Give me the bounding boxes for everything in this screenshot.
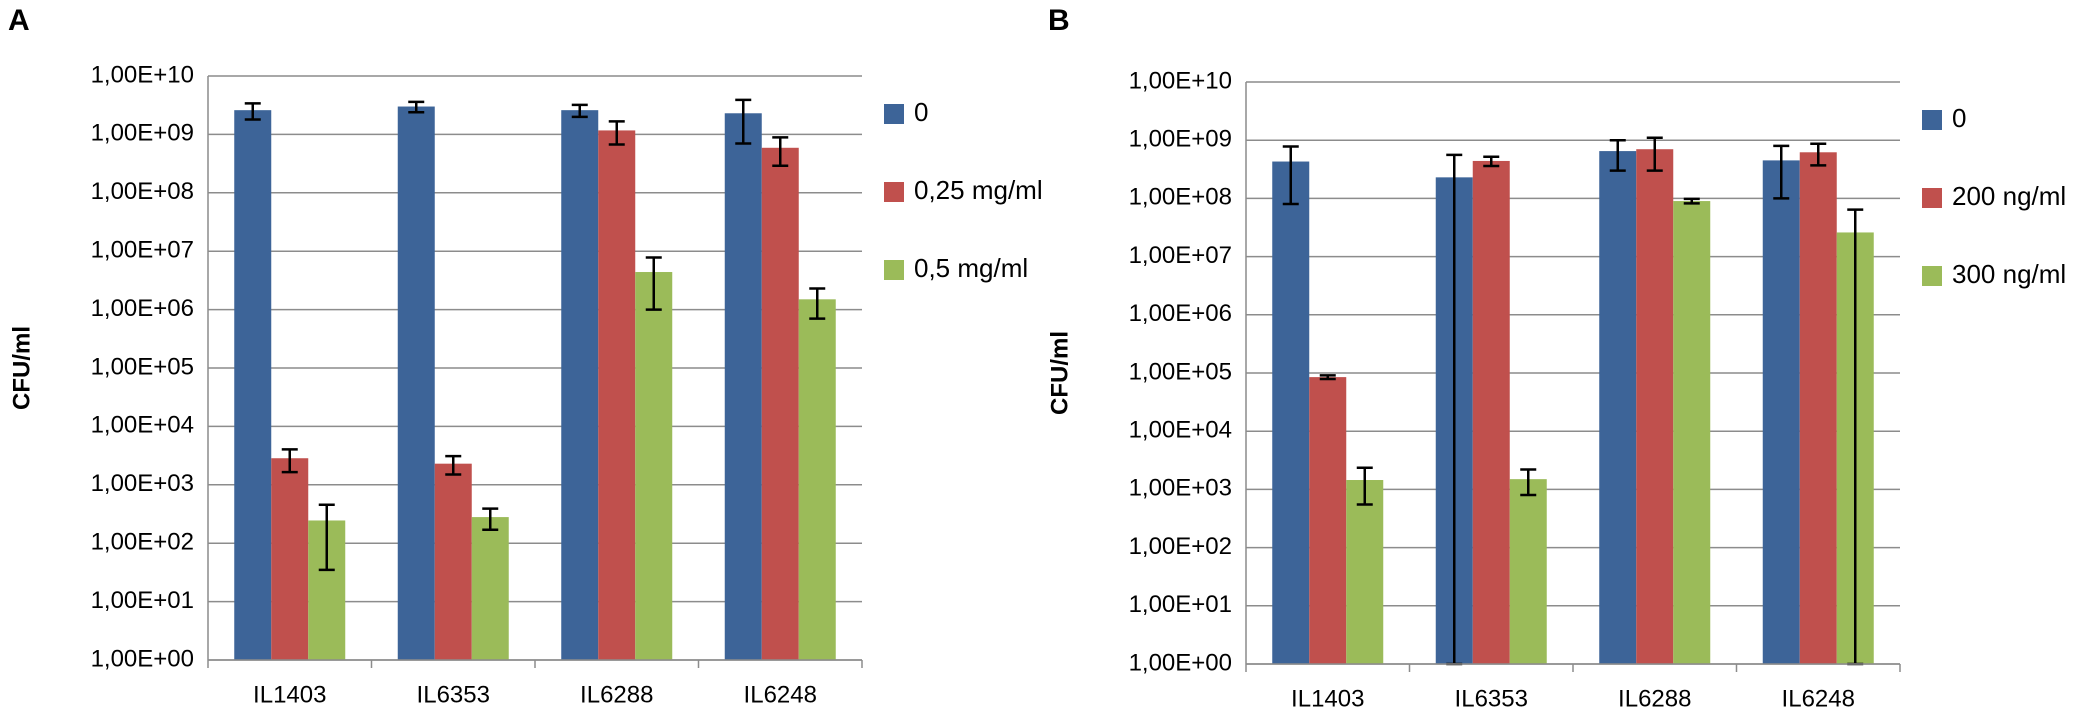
y-tick-label: 1,00E+02 bbox=[1129, 533, 1232, 560]
y-tick-label: 1,00E+10 bbox=[91, 61, 194, 88]
bar bbox=[434, 463, 472, 660]
y-tick-label: 1,00E+00 bbox=[91, 645, 194, 672]
error-bar bbox=[318, 503, 335, 572]
y-axis-label: CFU/ml bbox=[8, 326, 35, 410]
error-bar bbox=[809, 287, 826, 320]
bar bbox=[1346, 480, 1384, 664]
y-tick-label: 1,00E+02 bbox=[91, 529, 194, 556]
y-tick-label: 1,00E+01 bbox=[1129, 591, 1232, 618]
error-bar bbox=[281, 448, 298, 474]
bar bbox=[1472, 160, 1510, 664]
legend-label: 0 bbox=[1952, 103, 1966, 133]
bar bbox=[234, 110, 272, 661]
error-bar bbox=[571, 103, 588, 119]
legend-label: 300 ng/ml bbox=[1952, 259, 2066, 289]
y-tick-label: 1,00E+09 bbox=[91, 120, 194, 147]
panel-label: A bbox=[8, 4, 30, 37]
error-bar bbox=[1483, 155, 1500, 168]
y-tick-label: 1,00E+04 bbox=[1129, 417, 1232, 444]
legend-label: 0,25 mg/ml bbox=[914, 175, 1043, 205]
y-tick-label: 1,00E+06 bbox=[91, 295, 194, 322]
y-tick-label: 1,00E+00 bbox=[1129, 649, 1232, 676]
error-bar bbox=[1520, 468, 1537, 497]
bar bbox=[1509, 479, 1547, 664]
x-tick-label: IL1403 bbox=[253, 681, 326, 708]
legend-label: 0,5 mg/ml bbox=[914, 253, 1028, 283]
bar bbox=[1272, 161, 1310, 664]
error-bar bbox=[1683, 197, 1700, 205]
legend-swatch bbox=[1922, 266, 1942, 286]
x-tick-label: IL6248 bbox=[1782, 685, 1855, 712]
bar bbox=[1762, 160, 1800, 664]
error-bar bbox=[645, 256, 662, 311]
y-tick-label: 1,00E+03 bbox=[91, 470, 194, 497]
bar bbox=[1799, 152, 1837, 664]
bar bbox=[635, 272, 673, 660]
x-tick-label: IL6353 bbox=[1455, 685, 1528, 712]
y-tick-label: 1,00E+05 bbox=[1129, 358, 1232, 385]
error-bar bbox=[735, 98, 752, 145]
error-bar bbox=[244, 102, 261, 121]
x-tick-label: IL6248 bbox=[744, 681, 817, 708]
error-bar bbox=[445, 454, 462, 476]
panel-label: B bbox=[1048, 4, 1070, 37]
y-tick-label: 1,00E+05 bbox=[91, 353, 194, 380]
y-tick-label: 1,00E+04 bbox=[91, 412, 194, 439]
legend-swatch bbox=[884, 104, 904, 124]
error-bar bbox=[408, 100, 425, 114]
bar bbox=[761, 147, 799, 661]
error-bar bbox=[1319, 374, 1336, 381]
y-tick-label: 1,00E+10 bbox=[1129, 67, 1232, 94]
x-tick-label: IL6353 bbox=[417, 681, 490, 708]
x-tick-label: IL1403 bbox=[1291, 685, 1364, 712]
error-bar bbox=[1356, 466, 1373, 506]
bar bbox=[1673, 201, 1711, 664]
legend-swatch bbox=[1922, 110, 1942, 130]
bar bbox=[397, 106, 435, 660]
legend-swatch bbox=[884, 260, 904, 280]
x-tick-label: IL6288 bbox=[1618, 685, 1691, 712]
error-bar bbox=[1810, 142, 1827, 167]
legend-label: 200 ng/ml bbox=[1952, 181, 2066, 211]
bar bbox=[561, 110, 599, 661]
y-axis-label: CFU/ml bbox=[1046, 331, 1073, 415]
error-bar bbox=[1646, 136, 1663, 172]
error-bar bbox=[772, 136, 789, 168]
y-tick-label: 1,00E+08 bbox=[1129, 184, 1232, 211]
bar bbox=[598, 130, 636, 660]
bar bbox=[1309, 377, 1347, 664]
y-tick-label: 1,00E+06 bbox=[1129, 300, 1232, 327]
legend-label: 0 bbox=[914, 97, 928, 127]
error-bar bbox=[1609, 138, 1626, 172]
bar bbox=[724, 113, 762, 661]
bar bbox=[471, 517, 509, 660]
error-bar bbox=[1773, 144, 1790, 200]
y-tick-label: 1,00E+01 bbox=[91, 587, 194, 614]
y-tick-label: 1,00E+03 bbox=[1129, 475, 1232, 502]
legend-swatch bbox=[1922, 188, 1942, 208]
x-tick-label: IL6288 bbox=[580, 681, 653, 708]
bar bbox=[798, 299, 836, 660]
error-bar bbox=[1282, 145, 1299, 206]
bar bbox=[271, 458, 309, 660]
y-tick-label: 1,00E+09 bbox=[1129, 126, 1232, 153]
y-tick-label: 1,00E+07 bbox=[1129, 242, 1232, 269]
bar bbox=[1599, 151, 1637, 664]
y-tick-label: 1,00E+08 bbox=[91, 178, 194, 205]
error-bar bbox=[608, 120, 625, 146]
y-tick-label: 1,00E+07 bbox=[91, 237, 194, 264]
legend-swatch bbox=[884, 182, 904, 202]
error-bar bbox=[482, 507, 499, 531]
bar bbox=[1636, 149, 1674, 664]
